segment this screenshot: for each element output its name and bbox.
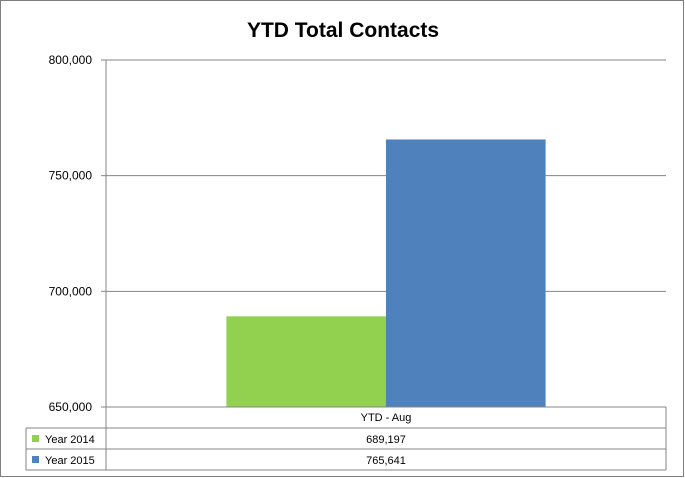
- legend-key: [32, 456, 39, 463]
- bar-year-2014: [226, 316, 386, 407]
- x-tick-label: YTD - Aug: [361, 412, 412, 424]
- legend-key: [32, 435, 39, 442]
- legend-label: Year 2014: [45, 434, 95, 446]
- data-table: YTD - Aug Year 2014 689,197 Year 2015 765,64…: [25, 406, 667, 471]
- legend-label: Year 2015: [45, 455, 95, 467]
- y-tick-label: 700,000: [49, 284, 93, 298]
- y-tick-label: 800,000: [49, 53, 93, 67]
- y-tick-labels: 650,000 700,000 750,000 800,000: [49, 53, 93, 414]
- bars: [226, 139, 546, 407]
- data-label: 689,197: [366, 434, 406, 446]
- data-label: 765,641: [366, 455, 406, 467]
- chart-title: YTD Total Contacts: [247, 19, 439, 42]
- axes: [101, 59, 107, 408]
- y-tick-label: 750,000: [49, 169, 93, 183]
- bar-year-2015: [386, 139, 546, 407]
- y-tick-label: 650,000: [49, 400, 93, 414]
